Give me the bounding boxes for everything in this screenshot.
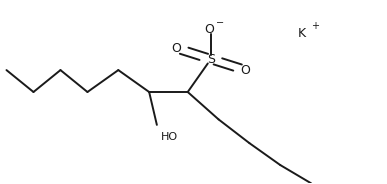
Text: O: O [241,64,250,77]
Text: K: K [297,27,305,40]
Text: O: O [171,42,181,55]
Text: HO: HO [161,132,178,142]
Text: S: S [207,53,215,66]
Text: +: + [311,21,319,31]
Text: −: − [216,18,224,28]
Text: O: O [204,23,214,36]
